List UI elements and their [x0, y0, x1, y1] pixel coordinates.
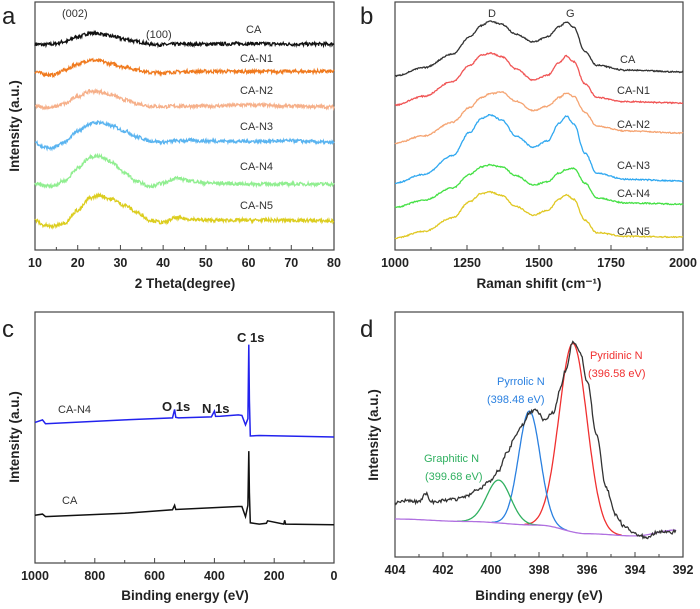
fit-peak-graphitic-n: [456, 479, 541, 526]
x-tick-label: 10: [28, 256, 42, 270]
panel-letter-d: d: [360, 316, 373, 343]
x-tick-label: 200: [264, 569, 285, 583]
x-tick-label: 400: [204, 569, 225, 583]
series-line-ca-n5: [394, 190, 684, 240]
background-line: [395, 518, 676, 537]
x-tick-label: 80: [327, 256, 341, 270]
fit-label: Graphitic N: [424, 453, 479, 465]
x-tick-label: 396: [577, 563, 598, 577]
series-label: CA: [62, 495, 78, 507]
x-axis-title-a: 2 Theta(degree): [135, 276, 236, 291]
x-tick-label: 800: [84, 569, 105, 583]
series-line-ca-n4: [34, 344, 335, 438]
x-tick-label: 600: [144, 569, 165, 583]
fit-energy-label: (399.68 eV): [425, 471, 482, 483]
peak-annotation: O 1s: [162, 399, 190, 414]
series-line-ca-n5: [34, 192, 335, 230]
peak-annotation: D: [488, 8, 496, 20]
plot-panel-c: 1000 800 600 400 200 0 CA-N4 CA C 1s O 1s N 1s: [21, 311, 338, 583]
series-label: CA-N5: [617, 226, 650, 238]
x-tick-label: 20: [71, 256, 85, 270]
x-tick-label: 0: [331, 569, 338, 583]
series-line-ca-n4: [34, 152, 335, 190]
peak-annotation: (002): [62, 8, 88, 20]
series-label: CA: [620, 54, 636, 66]
plot-panel-a: 10 20 30 40 50 60 70 80 CA CA-N1 CA-N2 CA-N3 CA-N4 CA…: [28, 1, 341, 270]
series-line-ca: [34, 29, 335, 49]
series-line-ca: [394, 20, 684, 78]
series-line-ca-n4: [394, 163, 684, 208]
series-label: CA-N3: [240, 121, 273, 133]
plot-panel-b: 1000 1250 1500 1750 2000 CA CA-N1 CA-N2 CA-N3 CA-…: [381, 1, 697, 270]
series-line-ca-n1: [34, 57, 335, 78]
x-tick-label: 394: [625, 563, 646, 577]
y-axis-title-a: Intensity (a.u.): [7, 80, 22, 172]
series-line-ca-n1: [394, 51, 684, 107]
x-tick-label: 1250: [453, 256, 481, 270]
x-tick-label: 2000: [669, 256, 697, 270]
fit-label: Pyrrolic N: [497, 376, 545, 388]
series-label: CA-N3: [617, 160, 650, 172]
series-label: CA: [246, 24, 262, 36]
raw-spectrum-line: [394, 340, 677, 540]
series-label: CA-N4: [240, 161, 273, 173]
x-tick-label: 30: [113, 256, 127, 270]
fit-energy-label: (396.58 eV): [588, 368, 645, 380]
x-tick-label: 1000: [381, 256, 409, 270]
series-line-ca-n3: [394, 114, 684, 185]
x-tick-label: 404: [385, 563, 406, 577]
peak-annotation: G: [566, 8, 575, 20]
x-tick-label: 50: [199, 256, 213, 270]
plot-frame: [34, 311, 335, 564]
fit-energy-label: (398.48 eV): [487, 394, 544, 406]
panel-letter-b: b: [360, 3, 373, 30]
series-line-ca: [34, 451, 335, 526]
series-line-ca-n2: [35, 87, 335, 111]
x-tick-label: 40: [156, 256, 170, 270]
y-axis-title-c: Intensity (a.u.): [7, 391, 22, 483]
x-tick-label: 60: [242, 256, 256, 270]
x-tick-label: 400: [481, 563, 502, 577]
panel-letter-c: c: [2, 316, 14, 343]
x-tick-label: 392: [673, 563, 694, 577]
series-line-ca-n2: [394, 90, 684, 145]
x-tick-label: 1750: [597, 256, 625, 270]
peak-annotation: N 1s: [202, 401, 229, 416]
plot-panel-d: 404 402 400 398 396 394 392 Pyridinic N (396.58 …: [385, 311, 694, 577]
x-tick-label: 398: [529, 563, 550, 577]
series-label: CA-N4: [58, 404, 91, 416]
x-axis-title-c: Binding energy (eV): [121, 588, 249, 603]
x-axis-title-d: Binding energy (eV): [475, 588, 603, 603]
series-label: CA-N4: [617, 188, 650, 200]
plot-frame: [34, 1, 335, 251]
series-label: CA-N1: [617, 85, 650, 97]
series-label: CA-N2: [240, 85, 273, 97]
x-tick-label: 1000: [21, 569, 49, 583]
y-axis-title-d: Intensity (a.u.): [366, 389, 381, 481]
series-line-ca-n3: [34, 119, 335, 152]
x-tick-label: 1500: [525, 256, 553, 270]
x-tick-label: 402: [433, 563, 454, 577]
peak-annotation: (100): [146, 29, 172, 41]
series-label: CA-N2: [617, 119, 650, 131]
series-label: CA-N1: [240, 53, 273, 65]
panel-letter-a: a: [2, 3, 16, 30]
x-tick-label: 70: [284, 256, 298, 270]
fit-peak-pyridinic-n: [524, 342, 622, 536]
series-label: CA-N5: [240, 200, 273, 212]
peak-annotation: C 1s: [237, 330, 264, 345]
fit-label: Pyridinic N: [590, 350, 643, 362]
x-axis-title-b: Raman shifit (cm⁻¹): [477, 276, 602, 291]
fit-peak-pyrrolic-n: [491, 410, 568, 531]
